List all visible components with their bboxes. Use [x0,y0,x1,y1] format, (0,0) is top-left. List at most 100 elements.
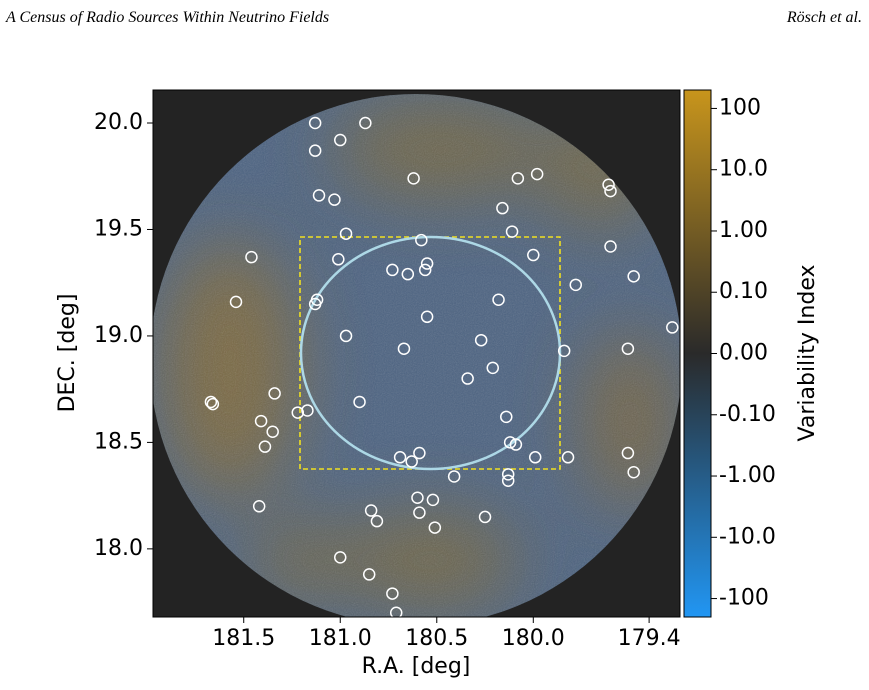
source-marker [474,333,488,347]
source-marker [478,510,492,524]
source-marker [370,514,384,528]
x-tick-label: 181.0 [309,626,372,651]
source-marker [505,225,519,238]
source-marker [604,240,617,253]
source-marker [411,491,424,505]
source-marker [604,184,617,198]
source-marker [312,189,326,202]
source-marker [420,257,434,270]
source-marker [501,474,515,487]
source-marker [500,410,513,424]
colorbar-tick-label: 1.00 [719,218,768,243]
source-marker [621,446,635,460]
source-marker [291,406,305,419]
x-tick-label: 180.5 [405,626,468,651]
field-image [153,90,680,617]
source-marker [511,172,525,185]
colorbar-tick-label: 0.00 [719,341,768,366]
source-marker [308,144,322,157]
source-marker [266,425,279,439]
colorbar-tick-label: 100 [719,95,761,120]
source-marker [353,395,366,409]
source-marker [301,404,314,417]
y-tick-label: 19.5 [94,216,143,241]
source-marker [333,551,347,564]
colorbar [683,89,712,618]
source-marker [627,270,640,283]
source-marker [333,133,347,147]
source-marker [389,606,403,617]
source-marker [428,521,442,534]
running-author: Rösch et al. [786,9,862,26]
source-marker [492,293,505,306]
source-marker [393,451,407,464]
source-marker [420,310,434,324]
colorbar-label: Variability Index [795,265,820,442]
neutrino-ellipse [299,235,562,471]
source-marker [627,465,640,479]
colorbar-tick-label: -10.0 [719,524,776,549]
source-marker [461,372,474,385]
source-marker [258,440,272,453]
source-marker [362,568,376,581]
x-axis-label: R.A. [deg] [362,654,471,679]
y-axis-label: DEC. [deg] [55,294,80,413]
source-marker [364,504,378,517]
source-marker [486,361,500,375]
source-marker [496,201,509,215]
plot-frame [152,89,681,618]
source-marker [503,436,517,449]
source-marker [569,278,583,292]
source-marker [509,438,523,451]
x-tick-label: 180.0 [502,626,565,651]
source-marker [405,455,418,468]
source-marker [415,233,428,247]
source-marker [557,344,571,358]
source-marker [359,116,372,130]
y-tick-label: 18.0 [94,536,143,561]
source-marker [530,167,544,181]
source-marker [332,253,345,266]
x-tick-label: 181.5 [212,626,275,651]
source-marker [328,193,341,206]
source-marker [245,250,258,264]
source-marker [666,321,679,334]
source-marker [447,470,461,483]
x-tick-label: 179.4 [618,626,681,651]
source-marker [308,116,322,130]
colorbar-tick-label: -1.00 [719,463,776,488]
source-marker [254,414,268,428]
y-tick-label: 20.0 [94,110,143,135]
source-marker [602,178,615,192]
source-marker [397,342,411,355]
source-marker [418,263,432,277]
source-marker [339,329,353,343]
source-marker [528,451,542,464]
colorbar-tick-label: 0.10 [719,279,768,304]
y-tick-label: 19.0 [94,323,143,348]
source-marker [339,227,353,240]
source-marker [386,587,399,600]
source-marker [401,267,415,281]
y-tick-label: 18.5 [94,429,143,454]
source-marker [413,446,426,460]
source-marker [527,248,540,262]
source-marker [386,263,399,277]
source-marker [252,500,266,513]
source-marker [308,297,322,311]
source-marker [413,506,426,519]
colorbar-tick-label: 10.0 [719,157,768,182]
sources [204,116,679,617]
running-title: A Census of Radio Sources Within Neutrin… [5,9,329,26]
source-marker [561,451,575,464]
source-marker [268,387,281,400]
source-marker [501,468,515,481]
source-marker [407,172,420,185]
colorbar-tick-label: -100 [719,586,769,611]
source-marker [229,295,243,309]
source-marker [621,342,635,355]
source-marker [206,397,220,411]
source-marker [204,395,218,409]
